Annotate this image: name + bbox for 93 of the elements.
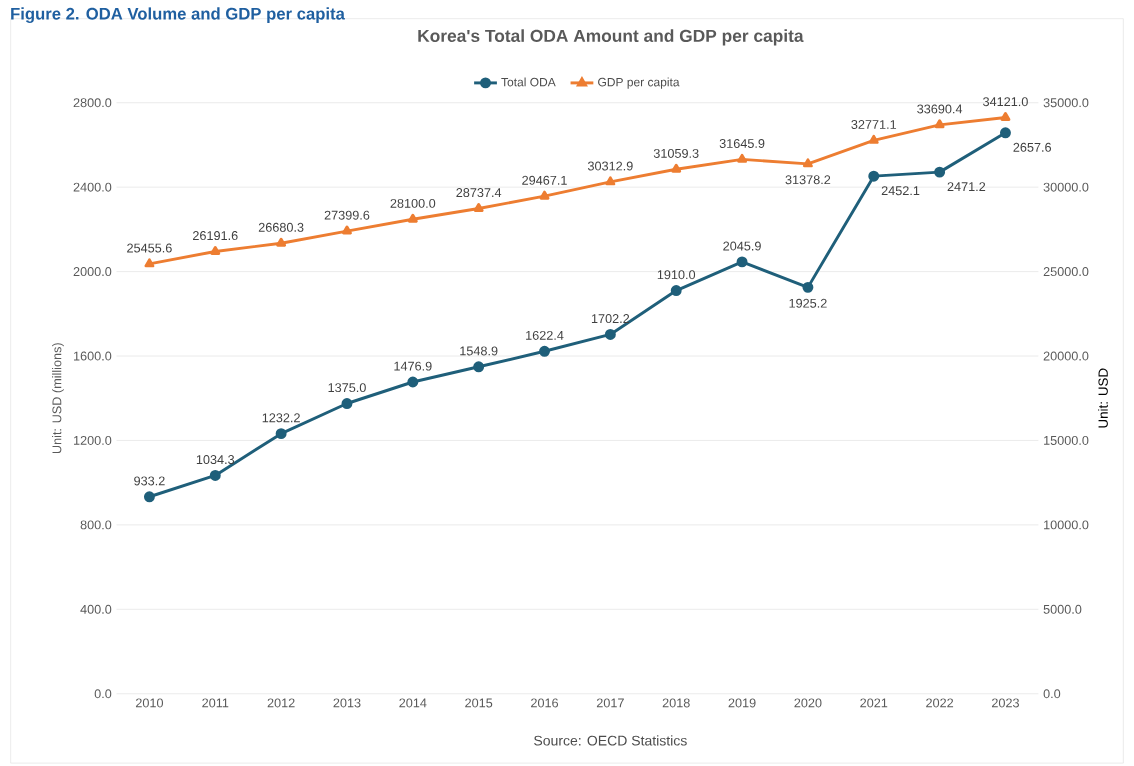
x-tick-label: 2019: [728, 698, 756, 708]
point: [1000, 112, 1011, 122]
point: [341, 398, 353, 410]
x-tick-label: 2013: [333, 698, 361, 708]
data-label: 1232.2: [262, 413, 300, 423]
data-label: 1548.9: [460, 346, 498, 356]
x-tick-label: 2010: [135, 698, 164, 708]
point: [868, 170, 880, 182]
y-tick-label: 1600.0: [73, 351, 112, 361]
y-tick-label: 1200.0: [73, 436, 112, 446]
data-label: 1622.4: [526, 331, 564, 341]
y2-tick-label: 5000.0: [1043, 604, 1082, 614]
data-label: 2045.9: [723, 241, 761, 251]
data-label: 2657.6: [1013, 142, 1052, 152]
point: [934, 166, 946, 178]
data-label: 29467.1: [522, 175, 567, 185]
y-tick-label: 2000.0: [73, 267, 112, 277]
y-axis-title: Unit: USD (millions): [52, 343, 64, 454]
point: [275, 428, 287, 440]
point: [670, 285, 682, 297]
x-tick-label: 2016: [531, 698, 559, 708]
point: [210, 246, 221, 256]
data-label: 1476.9: [394, 361, 432, 371]
data-label: 28737.4: [456, 188, 502, 198]
data-label: 2471.2: [947, 182, 986, 192]
point: [802, 158, 813, 168]
data-label: 1702.2: [591, 314, 630, 324]
x-tick-label: 2015: [465, 698, 493, 708]
point: [143, 491, 155, 503]
data-label: 26680.3: [258, 222, 304, 232]
data-label: 1925.2: [789, 298, 827, 308]
data-label: 2452.1: [881, 186, 920, 196]
point: [539, 345, 550, 357]
point: [604, 329, 616, 341]
data-label: 28100.0: [390, 198, 436, 208]
point: [473, 203, 484, 213]
y2-tick-label: 30000.0: [1043, 182, 1089, 192]
y-tick-label: 2400.0: [73, 182, 112, 192]
y2-tick-label: 0.0: [1043, 689, 1061, 699]
point: [671, 163, 682, 173]
source-note: Source: OECD Statistics: [534, 735, 687, 746]
x-tick-label: 2023: [991, 698, 1019, 708]
data-label: 27399.6: [324, 210, 370, 220]
data-label: 34121.0: [983, 97, 1028, 107]
point: [999, 127, 1011, 139]
x-tick-label: 2021: [860, 698, 888, 708]
data-label: 25455.6: [127, 243, 172, 253]
y-tick-label: 800.0: [80, 520, 112, 530]
y2-tick-label: 35000.0: [1043, 98, 1089, 108]
point: [276, 237, 287, 247]
x-tick-label: 2020: [794, 698, 822, 708]
point: [802, 282, 814, 293]
y-tick-label: 0.0: [94, 689, 112, 699]
data-label: 32771.1: [851, 120, 897, 130]
point: [144, 258, 155, 268]
legend-label: GDP per capita: [598, 77, 680, 89]
data-label: 933.2: [134, 476, 165, 486]
data-label: 1034.3: [196, 455, 235, 465]
y2-tick-label: 25000.0: [1043, 267, 1089, 277]
point: [737, 154, 747, 163]
data-label: 31378.2: [785, 175, 831, 185]
chart-title: Korea's Total ODA Amount and GDP per capita: [418, 29, 804, 46]
point: [868, 135, 879, 144]
data-label: 30312.9: [587, 161, 633, 171]
caption: Figure 2. ODA Volume and GDP per capita: [11, 7, 345, 24]
point: [473, 361, 485, 373]
y2-tick-label: 20000.0: [1043, 351, 1089, 361]
point: [539, 190, 550, 200]
data-label: 1375.0: [328, 383, 366, 393]
point: [407, 376, 419, 388]
x-tick-label: 2017: [596, 698, 624, 708]
y2-tick-label: 15000.0: [1044, 436, 1089, 446]
point: [209, 470, 221, 482]
data-label: 1910.0: [657, 270, 696, 280]
point: [342, 225, 352, 235]
y2-tick-label: 10000.0: [1044, 520, 1089, 530]
data-label: 31645.9: [719, 139, 765, 149]
legend-label: Total ODA: [501, 77, 556, 87]
data-label: 31059.3: [653, 149, 699, 158]
x-tick-label: 2012: [267, 698, 295, 708]
data-label: 33690.4: [917, 104, 963, 114]
x-tick-label: 2011: [202, 698, 229, 708]
data-label: 26191.6: [193, 231, 238, 241]
x-tick-label: 2022: [926, 698, 954, 708]
x-tick-label: 2014: [399, 698, 427, 708]
point: [934, 119, 945, 129]
y-tick-label: 400.0: [80, 604, 112, 614]
point: [407, 213, 418, 223]
y2-axis-title: Unit: USD: [1098, 368, 1108, 428]
point: [736, 256, 748, 268]
point: [605, 176, 616, 186]
x-tick-label: 2018: [662, 698, 690, 708]
y-tick-label: 2800.0: [73, 98, 112, 108]
